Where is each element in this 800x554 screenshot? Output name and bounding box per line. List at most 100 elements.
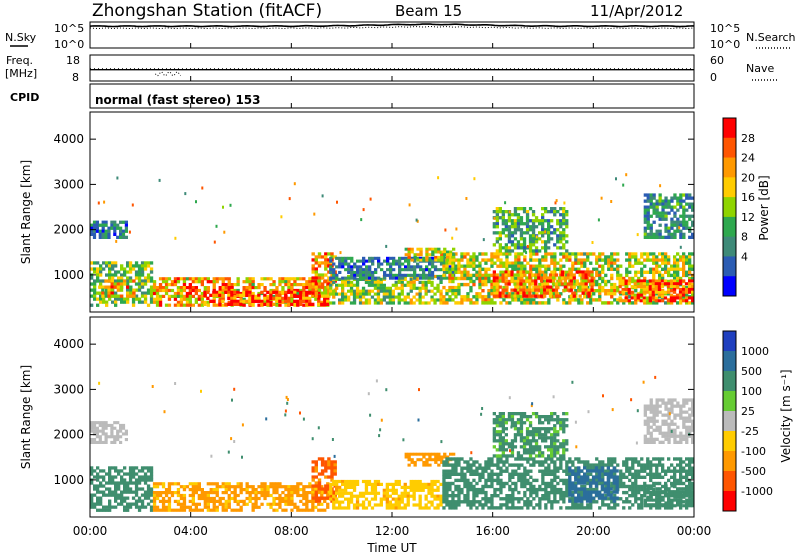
power-cell xyxy=(403,283,407,287)
power-speck xyxy=(535,235,538,239)
power-cell xyxy=(639,290,643,294)
velocity-cell xyxy=(221,502,225,506)
power-cell xyxy=(113,294,117,298)
velocity-cell xyxy=(308,482,312,486)
power-cell xyxy=(101,226,105,230)
power-cell xyxy=(107,288,111,292)
velocity-cell xyxy=(364,488,369,492)
power-cell xyxy=(559,222,563,226)
power-cell xyxy=(305,283,309,287)
velocity-cell xyxy=(424,497,428,501)
power-cell xyxy=(663,279,668,283)
velocity-cell xyxy=(445,472,449,476)
velocity-cell xyxy=(475,469,479,473)
power-cell xyxy=(613,289,617,293)
velocity-cell xyxy=(625,460,629,464)
velocity-cell xyxy=(493,490,497,495)
power-cell xyxy=(607,292,611,296)
velocity-cell xyxy=(143,505,148,509)
velocity-cell xyxy=(496,487,500,492)
power-cell xyxy=(439,276,444,280)
velocity-cell xyxy=(454,487,458,492)
velocity-cell xyxy=(436,497,440,501)
power-cell xyxy=(646,255,650,259)
power-cell xyxy=(245,293,249,297)
power-cell xyxy=(487,292,491,296)
power-cell xyxy=(571,261,575,265)
velocity-cell xyxy=(134,502,139,506)
velocity-cell xyxy=(233,485,237,489)
power-cell xyxy=(380,262,384,266)
power-cell xyxy=(484,252,488,256)
velocity-cell xyxy=(445,463,449,467)
power-colorbar-tick: 24 xyxy=(741,152,755,165)
velocity-cell xyxy=(90,481,94,485)
velocity-cell xyxy=(269,502,273,506)
power-cell xyxy=(398,268,402,272)
power-cell xyxy=(323,296,327,300)
power-speck xyxy=(213,240,216,244)
velocity-cell xyxy=(496,475,500,479)
power-cell xyxy=(675,285,680,289)
velocity-cell xyxy=(376,503,381,507)
velocity-cell xyxy=(90,469,94,473)
velocity-cell xyxy=(538,506,542,510)
velocity-cell xyxy=(101,429,105,433)
velocity-cell xyxy=(275,496,279,501)
power-cell xyxy=(227,283,231,287)
power-cell xyxy=(670,220,674,224)
power-cell xyxy=(598,258,602,262)
velocity-cell xyxy=(161,496,166,501)
velocity-cell xyxy=(188,505,192,509)
power-cell xyxy=(275,293,279,297)
power-cell xyxy=(613,292,617,296)
power-cell xyxy=(478,276,482,281)
velocity-cell xyxy=(140,499,145,503)
power-cell xyxy=(368,259,372,263)
velocity-cell xyxy=(454,500,458,504)
velocity-cell xyxy=(658,506,662,510)
power-speck xyxy=(174,236,177,240)
power-cell xyxy=(120,279,124,283)
power-cell xyxy=(676,273,680,278)
power-cell xyxy=(522,249,527,253)
power-cell xyxy=(551,276,556,280)
velocity-cell xyxy=(550,460,554,464)
velocity-cell xyxy=(517,475,521,479)
power-cell xyxy=(472,258,476,262)
velocity-cell xyxy=(472,472,476,476)
power-cell xyxy=(502,264,506,268)
power-cell xyxy=(317,299,321,303)
power-cell xyxy=(554,288,559,292)
power-cell xyxy=(421,295,425,299)
velocity-cell xyxy=(143,466,148,470)
power-cell xyxy=(466,276,470,281)
velocity-cell xyxy=(622,490,626,495)
power-cell xyxy=(531,243,536,247)
power-cell xyxy=(376,301,381,305)
power-cell xyxy=(236,302,240,306)
velocity-cell xyxy=(134,505,139,509)
velocity-cell xyxy=(263,485,267,489)
velocity-cell xyxy=(355,506,360,510)
power-cell xyxy=(324,279,328,283)
power-cell xyxy=(320,302,324,306)
velocity-cell xyxy=(547,494,551,498)
velocity-cell xyxy=(394,488,398,492)
power-cell xyxy=(379,301,383,305)
velocity-cell xyxy=(167,482,172,486)
power-ytick-label: 4000 xyxy=(53,132,84,146)
velocity-cell xyxy=(451,497,455,501)
velocity-cell xyxy=(333,472,337,476)
power-cell xyxy=(652,261,656,265)
power-cell xyxy=(511,298,515,302)
velocity-cell xyxy=(643,463,647,467)
power-cell xyxy=(415,298,419,302)
velocity-cell xyxy=(434,452,438,456)
power-cell xyxy=(344,268,348,272)
velocity-cell xyxy=(550,478,554,483)
velocity-cell xyxy=(311,488,315,492)
velocity-cell xyxy=(490,484,494,489)
power-cell xyxy=(344,283,348,287)
velocity-cell xyxy=(484,481,488,486)
